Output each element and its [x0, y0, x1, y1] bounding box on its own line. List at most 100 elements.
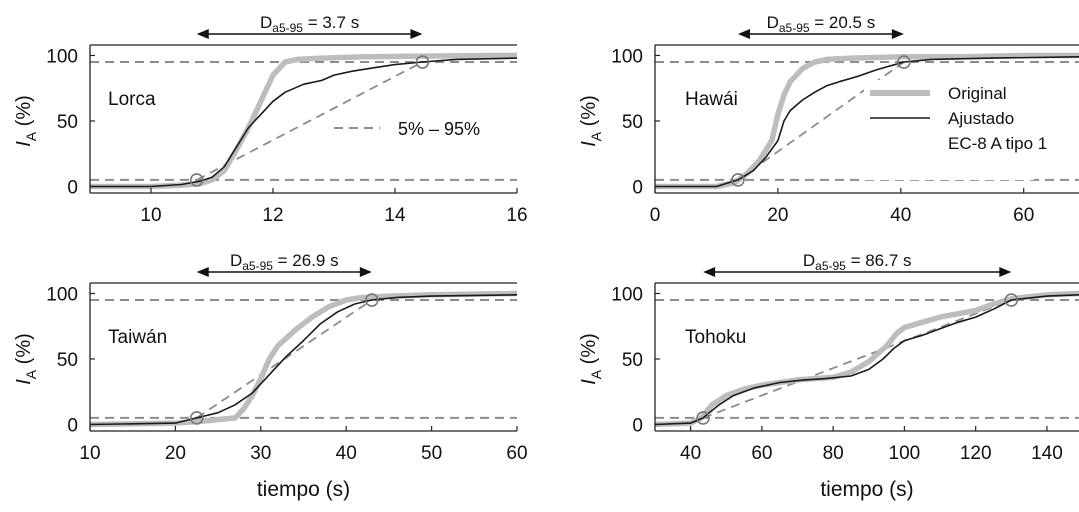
duration-arrow-left-head — [196, 267, 209, 277]
x-tick-label: 40 — [336, 443, 357, 464]
duration-label-main: D — [230, 251, 242, 270]
x-tick-label: 0 — [650, 205, 661, 226]
legend-item-label: EC-8 A tipo 1 — [948, 134, 1047, 153]
y-axis-label-sub: A — [23, 369, 39, 379]
series-fitted-line — [90, 293, 517, 426]
reference-line — [702, 299, 1012, 419]
series-original-line — [90, 52, 517, 190]
duration-label-sub: a5-95 — [242, 259, 273, 273]
marker-95pct — [1004, 293, 1019, 307]
duration-arrow-right-head — [891, 29, 904, 39]
duration-label-value: = 26.9 s — [273, 251, 339, 270]
series-fitted-line — [655, 55, 1079, 188]
y-tick-label: 0 — [632, 177, 643, 198]
y-tick-label: 100 — [46, 284, 78, 305]
site-label: Taiwán — [108, 327, 167, 348]
y-tick-label: 50 — [622, 112, 643, 133]
y-axis-label-unit: (%) — [13, 95, 35, 132]
legend-item-label: Original — [948, 84, 1007, 103]
site-label: Tohoku — [685, 327, 746, 348]
x-tick-label: 80 — [823, 443, 844, 464]
duration-label-value: = 3.7 s — [303, 13, 359, 32]
duration-arrow-right-head — [999, 267, 1012, 277]
duration-label: Da5-95 = 20.5 s — [767, 13, 876, 35]
y-axis-label: IA (%) — [13, 333, 39, 385]
legend-item-label: Ajustado — [948, 109, 1014, 128]
chart-panel-3: 10 20 30 40 50 60 0 50 100 IA (%) tiempo (s) Taiwán… — [13, 250, 528, 501]
y-tick-label: 50 — [57, 112, 78, 133]
x-tick-label: 30 — [250, 443, 271, 464]
marker-5pct — [189, 173, 204, 187]
x-tick-label: 120 — [960, 443, 992, 464]
marker-5pct — [731, 173, 745, 187]
y-tick-label: 100 — [46, 46, 78, 67]
marker-95pct — [415, 55, 430, 69]
y-tick-label: 50 — [57, 350, 78, 371]
duration-label-bg — [793, 250, 922, 270]
chart-panel-4: 40 60 80 100 120 140 0 50 100 IA (%) tiempo (s) Toh… — [578, 250, 1079, 501]
x-tick-label: 60 — [751, 443, 772, 464]
x-tick-label: 20 — [165, 443, 186, 464]
y-tick-label: 0 — [67, 415, 78, 436]
duration-label-main: D — [767, 13, 779, 32]
y-axis-label-sub: A — [23, 131, 39, 141]
y-axis-label: IA (%) — [578, 95, 604, 147]
x-axis-label: tiempo (s) — [257, 478, 350, 501]
x-tick-label: 10 — [79, 443, 100, 464]
series-fitted-line — [90, 57, 517, 188]
x-tick-label: 12 — [262, 205, 283, 226]
duration-label-main: D — [803, 251, 815, 270]
duration-label-bg — [245, 12, 374, 32]
site-label: Lorca — [108, 89, 156, 110]
y-axis-label-unit: (%) — [578, 333, 600, 370]
x-tick-label: 16 — [506, 205, 527, 226]
y-axis-label: IA (%) — [578, 333, 604, 385]
legend: Original Ajustado EC-8 A tipo 1 — [864, 80, 1047, 180]
duration-label: Da5-95 = 26.9 s — [230, 251, 339, 273]
plot-area — [90, 52, 517, 190]
x-tick-label: 60 — [506, 443, 527, 464]
x-tick-label: 50 — [421, 443, 442, 464]
duration-label: Da5-95 = 86.7 s — [803, 251, 912, 273]
series-original-line — [90, 290, 517, 428]
duration-label-value: = 20.5 s — [810, 13, 876, 32]
x-tick-label: 20 — [767, 205, 788, 226]
y-tick-label: 50 — [622, 350, 643, 371]
duration-label-bg — [756, 12, 885, 32]
y-tick-label: 100 — [611, 284, 643, 305]
chart-panel-2: 0 20 40 60 0 50 100 IA (%) Hawái Da5-95 = 20.5 s O… — [578, 12, 1079, 226]
y-axis-label-sub: A — [588, 369, 604, 379]
y-axis-label-unit: (%) — [578, 95, 600, 132]
x-tick-label: 14 — [384, 205, 406, 226]
legend-bg — [864, 80, 1034, 180]
duration-label-sub: a5-95 — [815, 259, 846, 273]
y-axis-label-main: I — [13, 379, 35, 385]
series-fitted-line — [655, 293, 1079, 426]
x-tick-label: 140 — [1031, 443, 1063, 464]
x-tick-label: 100 — [889, 443, 921, 464]
y-axis-label-sub: A — [588, 131, 604, 141]
duration-arrow-right-head — [410, 29, 423, 39]
site-label: Hawái — [685, 89, 738, 110]
series-original-line — [655, 290, 1079, 428]
plot-area — [90, 290, 517, 428]
marker-95pct — [365, 293, 379, 307]
x-tick-label: 40 — [890, 205, 911, 226]
duration-arrow-left-head — [196, 29, 209, 39]
x-tick-label: 40 — [680, 443, 701, 464]
y-axis-label: IA (%) — [13, 95, 39, 147]
marker-5pct — [189, 411, 204, 425]
y-tick-label: 100 — [611, 46, 643, 67]
x-axis-label: tiempo (s) — [820, 478, 913, 501]
duration-label: Da5-95 = 3.7 s — [260, 13, 359, 35]
y-axis-label-main: I — [13, 141, 35, 147]
duration-label-bg — [220, 250, 349, 270]
x-tick-label: 60 — [1013, 205, 1034, 226]
reference-line — [196, 61, 423, 181]
duration-label-sub: a5-95 — [779, 21, 810, 35]
duration-arrow-right-head — [359, 267, 372, 277]
y-axis-label-unit: (%) — [13, 333, 35, 370]
duration-arrow-left-head — [703, 267, 716, 277]
duration-arrow-left-head — [737, 29, 750, 39]
y-tick-label: 0 — [67, 177, 78, 198]
